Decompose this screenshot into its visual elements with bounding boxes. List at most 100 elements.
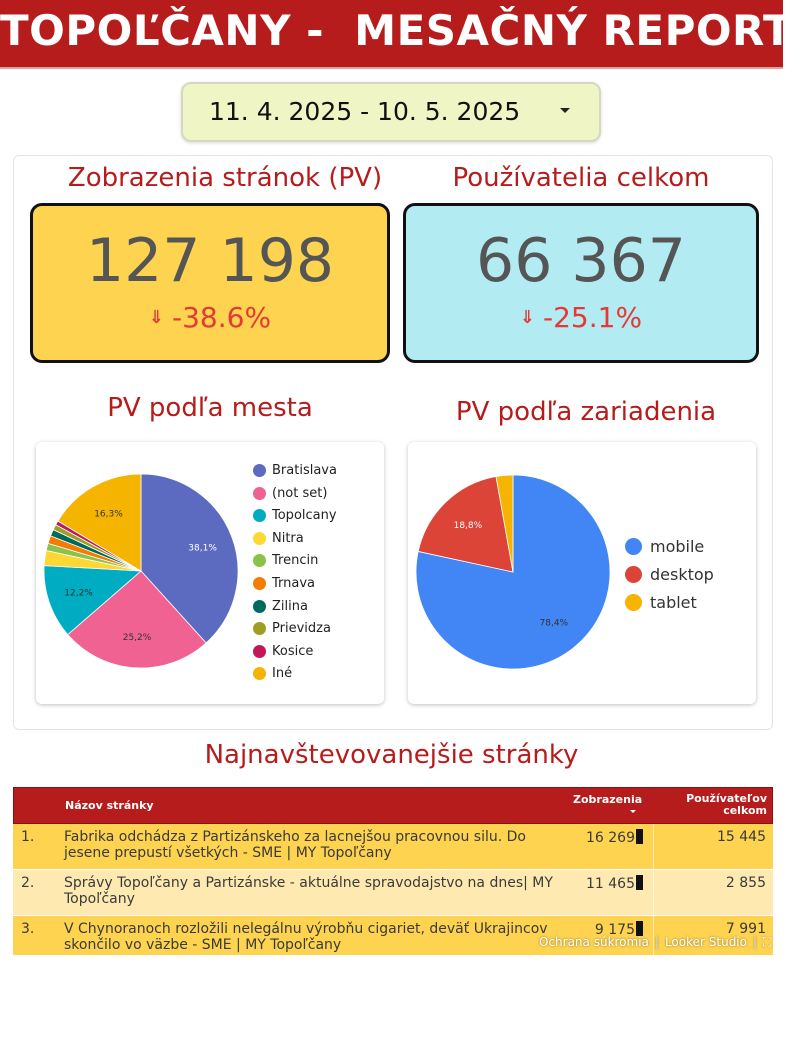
pie-slice-topolcany[interactable] [43, 565, 143, 636]
footer-links: Ochrana súkromia | Looker Studio | ⛶ [539, 935, 772, 949]
views-bar [636, 921, 643, 936]
top-pages-title: Najnavštevovanejšie stránky [204, 740, 579, 770]
page-name-line: Fabrika odchádza z Partizánskeho za lacn… [64, 829, 526, 845]
table-row[interactable]: 1. Fabrika odchádza z Partizánskeho za la… [13, 824, 773, 870]
legend-swatch [253, 486, 266, 500]
views-value: 11 465 [586, 876, 635, 892]
pie-slice--not-set-[interactable] [67, 570, 207, 669]
arrow-down-icon: ⇓ [148, 307, 165, 328]
kpi-pageviews-delta: ⇓ -38.6% [33, 301, 387, 334]
pie-slice-tablet[interactable] [495, 474, 514, 573]
sort-desc-icon [630, 810, 636, 813]
column-divider [653, 824, 654, 869]
legend-swatch [253, 464, 266, 477]
page-name-line: V Chynoranoch rozložili nelegálnu výrobň… [64, 921, 548, 937]
views-cell: 9 175 [563, 921, 643, 938]
pie-data-label: 25,2% [123, 633, 152, 643]
page-name[interactable]: Správy Topoľčany a Partizánske - aktuáln… [64, 875, 564, 907]
device-chart-card: 78,4% 18,8% mobile desktop tablet [408, 442, 756, 704]
pie-data-label: 12,2% [64, 588, 93, 598]
legend-item[interactable]: Prievidza [272, 621, 331, 637]
report-title: TOPOĽČANY - MESAČNÝ REPORT [0, 6, 793, 55]
kpi-users-delta: ⇓ -25.1% [406, 301, 756, 334]
kpi-pageviews-delta-value: -38.6% [172, 301, 272, 334]
page-name-line: skončilo vo väzbe - SME | MY Topoľčany [64, 937, 342, 953]
kpi-users-delta-value: -25.1% [543, 301, 643, 334]
pie-data-label: 18,8% [454, 521, 483, 531]
legend-item[interactable]: Nitra [272, 530, 304, 546]
legend-item[interactable]: Zilina [272, 598, 308, 614]
legend-item[interactable]: Kosice [272, 643, 314, 659]
legend-swatch [253, 577, 266, 590]
table-header: Názov stránky Zobrazenia Používateľov ce… [13, 787, 773, 824]
kpi-pageviews-title: Zobrazenia stránok (PV) [67, 163, 383, 193]
users-value: 2 855 [725, 875, 766, 891]
legend-swatch [625, 566, 642, 583]
chevron-down-icon [560, 108, 570, 113]
views-cell: 11 465 [563, 875, 643, 892]
column-divider [653, 870, 654, 915]
views-value: 16 269 [586, 830, 635, 846]
date-range-picker[interactable]: 11. 4. 2025 - 10. 5. 2025 [181, 82, 601, 142]
privacy-link[interactable]: Ochrana súkromia [539, 935, 649, 949]
legend-item[interactable]: Topolcany [272, 508, 337, 524]
legend-item[interactable]: Bratislava [272, 463, 337, 478]
row-rank: 1. [21, 829, 35, 845]
kpi-users-value: 66 367 [476, 226, 686, 296]
column-header-views[interactable]: Zobrazenia [573, 793, 643, 806]
views-cell: 16 269 [563, 829, 643, 846]
legend-swatch [253, 531, 266, 545]
city-chart-title: PV podľa mesta [107, 393, 313, 423]
pie-data-label: 38,1% [188, 543, 217, 553]
column-header-users[interactable]: Používateľov celkom [686, 792, 767, 817]
pie-slice-bratislava[interactable] [140, 473, 239, 644]
users-value: 7 991 [725, 921, 766, 937]
legend-item[interactable]: (not set) [272, 485, 328, 501]
views-bar [636, 829, 643, 844]
looker-studio-link[interactable]: Looker Studio [664, 935, 747, 949]
kpi-users-card: 66 367 ⇓ -25.1% [403, 203, 759, 363]
legend-swatch [253, 622, 266, 636]
pie-data-label: 16,3% [94, 510, 123, 520]
pie-data-label: 78,4% [540, 619, 569, 629]
legend-swatch [253, 509, 266, 523]
legend-item[interactable]: Trencin [272, 553, 319, 569]
report-header: TOPOĽČANY - MESAČNÝ REPORT [0, 0, 793, 69]
kpi-pageviews-value: 127 198 [85, 226, 335, 296]
legend-item[interactable]: Trnava [272, 576, 316, 591]
legend-item[interactable]: desktop [650, 565, 714, 584]
legend-item[interactable]: mobile [650, 537, 705, 556]
pie-slice-desktop[interactable] [417, 476, 514, 573]
page-name-line: Správy Topoľčany a Partizánske - aktuáln… [64, 875, 553, 891]
page-name-line: Topoľčany [64, 891, 135, 907]
legend-item[interactable]: Iné [272, 666, 293, 682]
legend-item[interactable]: tablet [650, 593, 697, 612]
legend-swatch [253, 667, 266, 681]
column-divider [653, 916, 654, 955]
device-chart-title: PV podľa zariadenia [455, 397, 717, 427]
views-value: 9 175 [594, 922, 635, 938]
kpi-and-charts-panel [13, 155, 773, 730]
pie-slice-in-[interactable] [57, 473, 142, 572]
page-name[interactable]: Fabrika odchádza z Partizánskeho za lacn… [64, 829, 564, 861]
page-name[interactable]: V Chynoranoch rozložili nelegálnu výrobň… [64, 921, 564, 953]
kpi-users-title: Používatelia celkom [452, 163, 710, 193]
city-pie-chart: 38,1% 25,2% 12,2% 16,3% [43, 473, 239, 669]
row-rank: 2. [21, 875, 35, 891]
users-value: 15 445 [717, 829, 766, 845]
legend-swatch [253, 599, 266, 613]
legend-swatch [253, 644, 266, 658]
legend-swatch [625, 538, 642, 555]
table-row[interactable]: 2. Správy Topoľčany a Partizánske - aktuá… [13, 870, 773, 916]
kpi-pageviews-card: 127 198 ⇓ -38.6% [30, 203, 390, 363]
fullscreen-icon[interactable]: ⛶ [763, 935, 772, 949]
date-range-value: 11. 4. 2025 - 10. 5. 2025 [209, 97, 521, 126]
device-pie-chart: 78,4% 18,8% [415, 474, 611, 670]
arrow-down-icon: ⇓ [519, 307, 536, 328]
views-bar [636, 875, 643, 890]
legend-swatch [253, 554, 266, 568]
table-row[interactable]: 3. V Chynoranoch rozložili nelegálnu výro… [13, 916, 773, 956]
column-header-page-name[interactable]: Názov stránky [65, 799, 154, 812]
legend-swatch [625, 594, 642, 611]
row-rank: 3. [21, 921, 35, 937]
